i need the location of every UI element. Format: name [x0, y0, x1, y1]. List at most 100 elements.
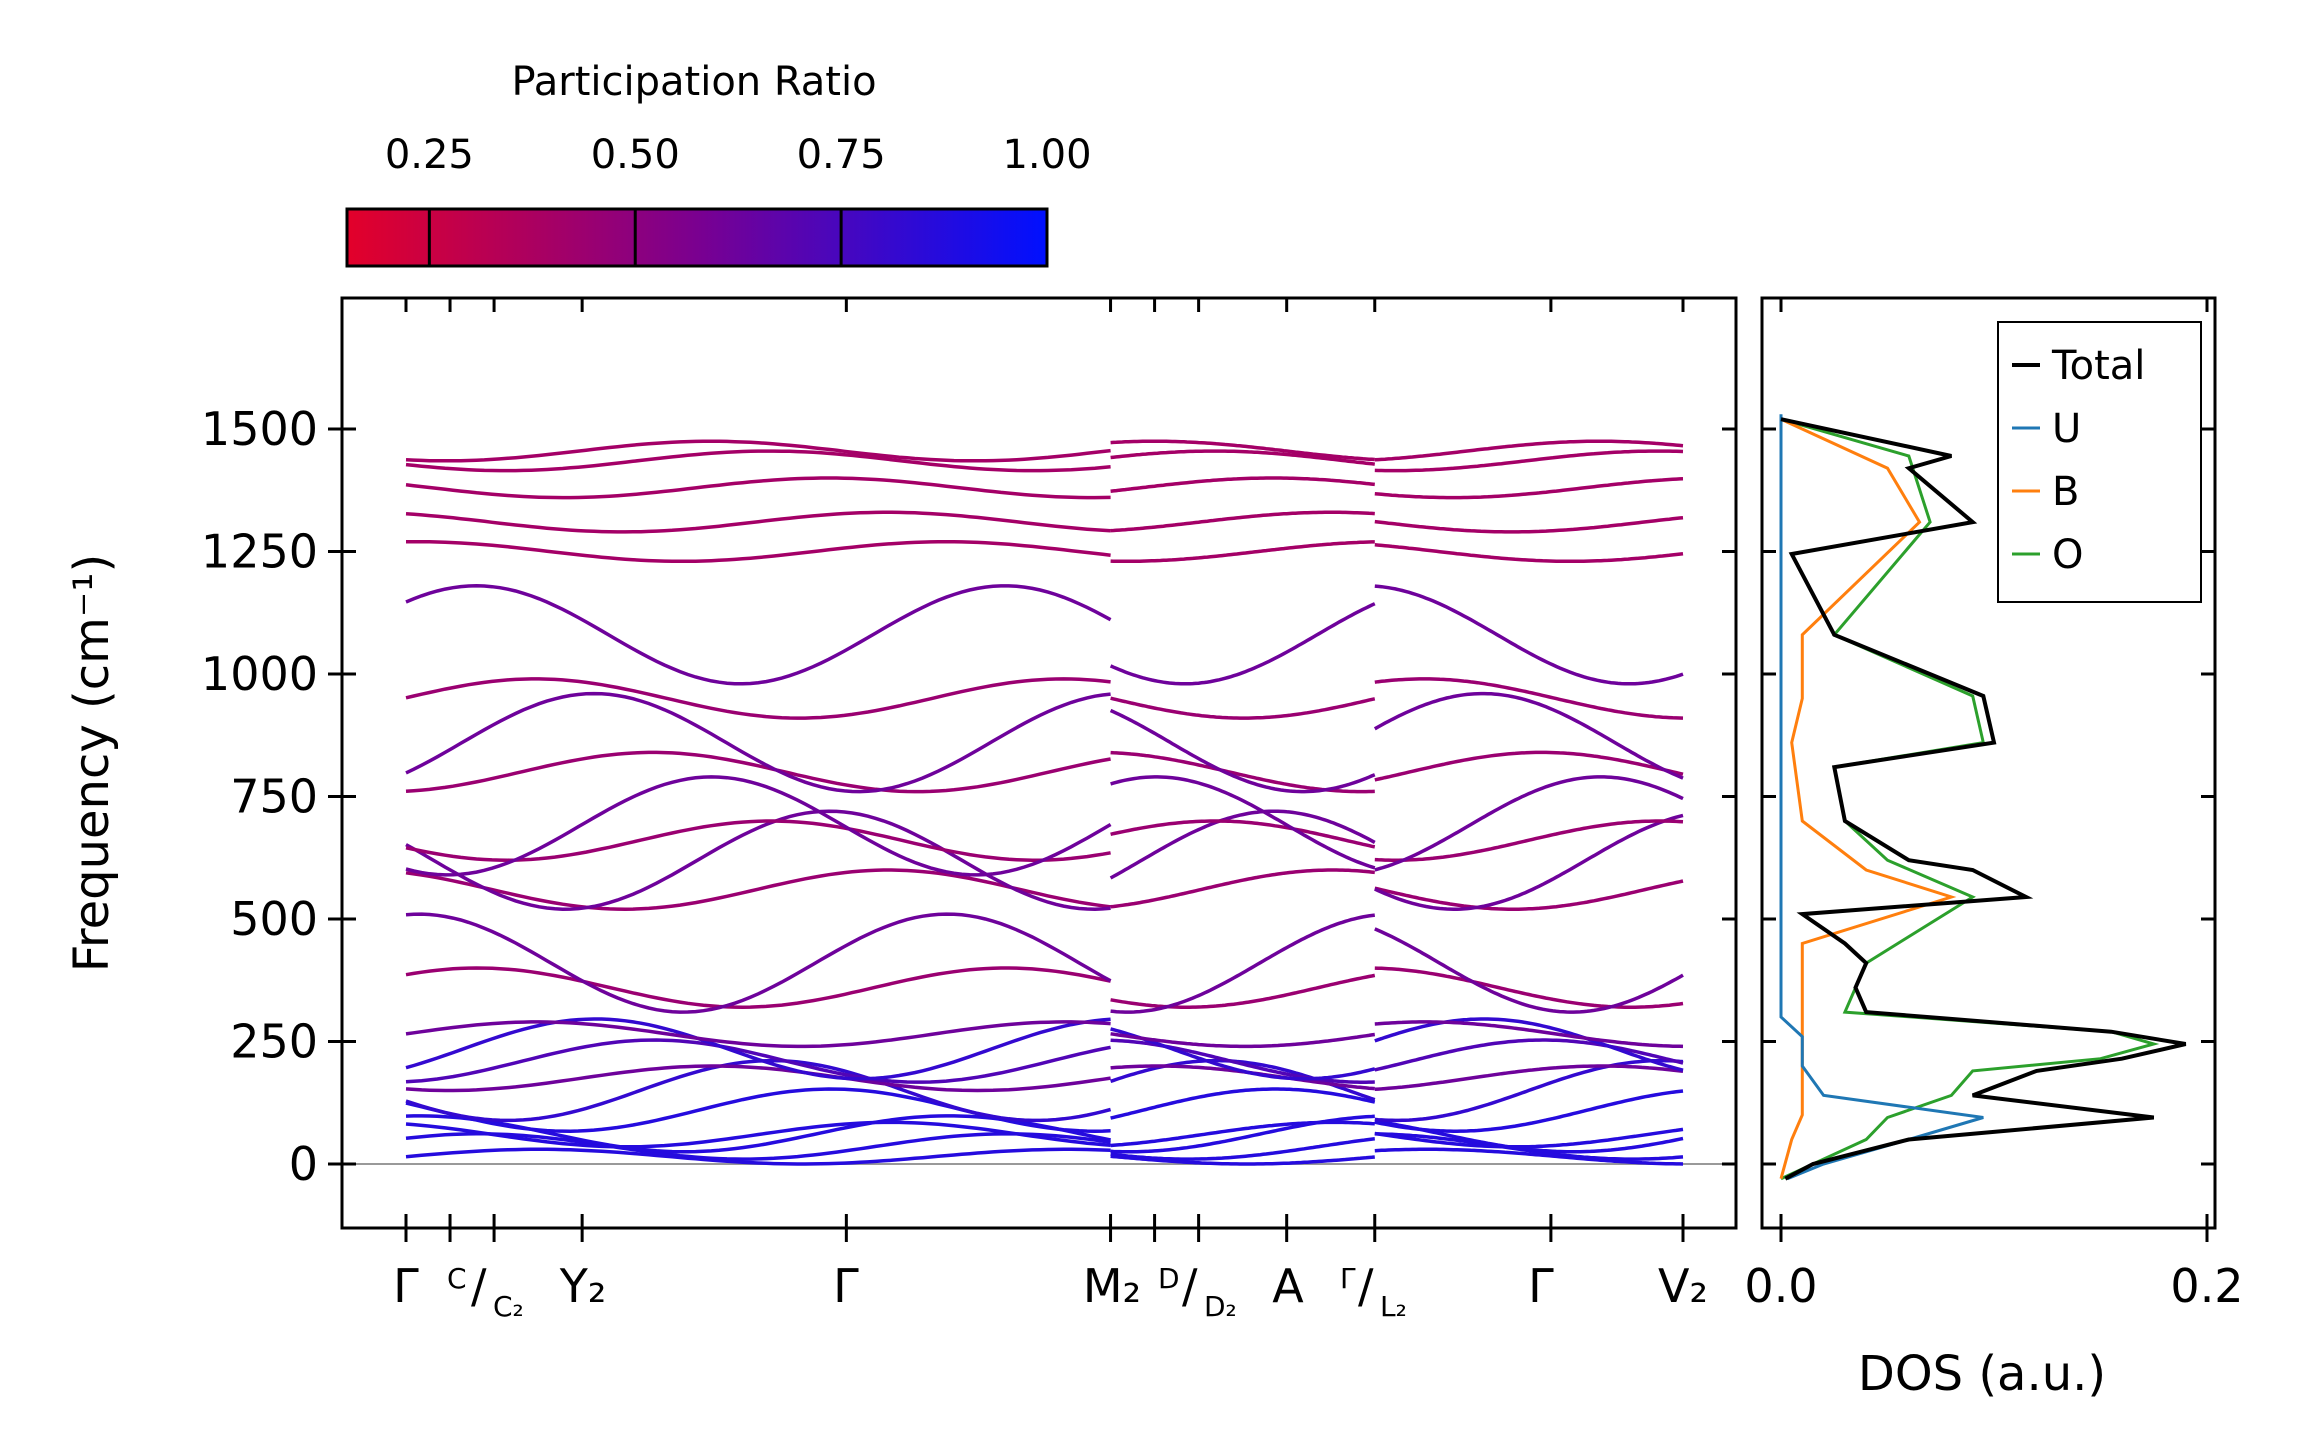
dos-panel: 0.0 0.2 DOS (a.u.) Total UBO: [1744, 296, 2244, 1402]
phonon-band: [405, 539, 1111, 564]
phonon-band: [1110, 1154, 1375, 1166]
phonon-band: [405, 1038, 1111, 1084]
phonon-band: [1374, 1038, 1684, 1072]
legend-label-u: U: [2052, 406, 2081, 452]
phonon-band: [1374, 449, 1684, 473]
colorbar-tick-label: 0.75: [797, 132, 886, 178]
phonon-band: [1110, 1114, 1375, 1154]
phonon-band: [1110, 1087, 1376, 1120]
dos-axis: 0.0 0.2: [1744, 298, 2244, 1313]
phonon-band: [1374, 515, 1684, 534]
label-gamma-slash: /: [1358, 1259, 1374, 1313]
y-tick-label: 250: [230, 1015, 318, 1069]
phonon-band: [1373, 691, 1684, 780]
phonon-band: [1110, 1120, 1375, 1148]
y-tick-label: 1250: [201, 525, 318, 579]
y-tick-label: 750: [230, 770, 318, 824]
legend-items: Total UBO: [2012, 343, 2145, 578]
legend-label-o: O: [2052, 532, 2083, 578]
phonon-band: [1374, 1064, 1684, 1092]
label-d2: D₂: [1204, 1290, 1237, 1323]
phonon-band: [1110, 819, 1376, 849]
colorbar-title: Participation Ratio: [511, 59, 876, 105]
phonon-band: [1374, 1020, 1684, 1049]
label-c-slash: /: [471, 1259, 487, 1313]
phonon-band: [405, 912, 1112, 1014]
colorbar-ticks: 0.25 0.50 0.75 1.00: [385, 132, 1092, 266]
label-gamma-2: Γ: [833, 1259, 859, 1313]
dos-x-tick-label: 0.2: [2170, 1259, 2243, 1313]
phonon-band: [1374, 1089, 1684, 1133]
colorbar-tick-label: 0.25: [385, 132, 474, 178]
colorbar-tick-label: 1.00: [1002, 132, 1091, 178]
phonon-band: [405, 819, 1111, 862]
label-y2: Y₂: [559, 1259, 607, 1313]
phonon-band: [1374, 966, 1684, 1009]
phonon-band: [405, 775, 1112, 877]
phonon-band: [1374, 927, 1684, 1014]
phonon-band: [1110, 1137, 1375, 1161]
phonon-band: [405, 1120, 1111, 1149]
phonon-band: [1109, 708, 1376, 794]
phonon-band: [405, 966, 1111, 1009]
y-tick-label: 500: [230, 892, 318, 946]
colorbar: Participation Ratio 0.25 0.50 0.75 1.00: [345, 59, 1092, 268]
label-d-slash: /: [1182, 1259, 1198, 1313]
legend-label-b: B: [2052, 469, 2079, 515]
phonon-band: [1109, 602, 1376, 686]
phonon-band: [405, 1064, 1111, 1093]
phonon-band: [1110, 540, 1375, 564]
dos-curves: [1779, 414, 2187, 1181]
dos-x-tick-label: 0.0: [1744, 1259, 1817, 1313]
colorbar-tick-label: 0.50: [591, 132, 680, 178]
phonon-band: [1374, 1127, 1684, 1149]
phonon-band: [405, 1017, 1111, 1081]
phonon-band: [405, 584, 1112, 686]
y-axis-label: Frequency (cm⁻¹): [64, 554, 120, 972]
label-a: A: [1272, 1259, 1304, 1313]
phonon-band: [1374, 677, 1684, 720]
phonon-band: [1110, 1032, 1376, 1049]
phonon-band: [405, 677, 1111, 720]
colorbar-gradient: [345, 207, 1049, 268]
y-tick-label: 0: [289, 1137, 318, 1191]
phonon-band: [405, 1132, 1111, 1161]
y-tick-label: 1500: [201, 402, 318, 456]
label-gamma-small: Γ: [1340, 1262, 1356, 1295]
phonon-band: [1374, 1058, 1684, 1123]
band-axes-frame: [340, 296, 1738, 1230]
dos-curve-b: [1779, 417, 1957, 1180]
label-l2: L₂: [1380, 1290, 1407, 1323]
phonon-band: [1374, 813, 1684, 911]
label-c2: C₂: [493, 1290, 524, 1323]
phonon-band: [405, 1020, 1111, 1049]
dos-x-label: DOS (a.u.): [1858, 1346, 2106, 1402]
phonon-band: [1374, 1147, 1684, 1166]
label-gamma-3: Γ: [1528, 1259, 1554, 1313]
band-x-axis: [404, 298, 1685, 1242]
dos-axes-frame: [1760, 296, 2217, 1230]
label-gamma-1: Γ: [393, 1259, 419, 1313]
phonon-band: [405, 691, 1111, 794]
phonon-band: [405, 868, 1111, 911]
phonon-bands: [405, 439, 1684, 1166]
y-tick-label: 1000: [201, 647, 318, 701]
phonon-band: [1374, 584, 1684, 686]
label-c: C: [447, 1262, 467, 1295]
label-c-c2: C / C₂: [447, 1259, 524, 1323]
phonon-band: [1110, 868, 1375, 909]
phonon-band: [405, 439, 1111, 463]
label-d: D: [1158, 1262, 1180, 1295]
dos-legend: Total UBO: [1997, 321, 2202, 603]
phonon-band: [1374, 750, 1684, 782]
phonon-band: [1110, 476, 1375, 493]
phonon-band: [1110, 1027, 1376, 1081]
high-symmetry-labels: Γ C / C₂ Y₂ Γ M₂ D / D₂ A Γ / L₂ Γ V₂: [393, 1259, 1708, 1323]
band-y-axis: 0 250 500 750 1000 1250 1500: [201, 402, 1736, 1191]
label-d-d2: D / D₂: [1158, 1259, 1237, 1323]
phonon-band: [1110, 973, 1376, 1009]
phonon-band: [1110, 775, 1376, 870]
phonon-band: [405, 510, 1111, 534]
dos-curve-total: [1780, 417, 2187, 1181]
